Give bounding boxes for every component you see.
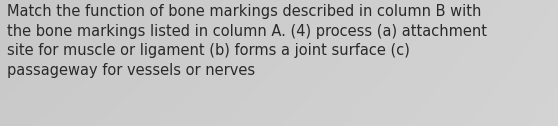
Text: Match the function of bone markings described in column B with
the bone markings: Match the function of bone markings desc… bbox=[7, 4, 487, 78]
